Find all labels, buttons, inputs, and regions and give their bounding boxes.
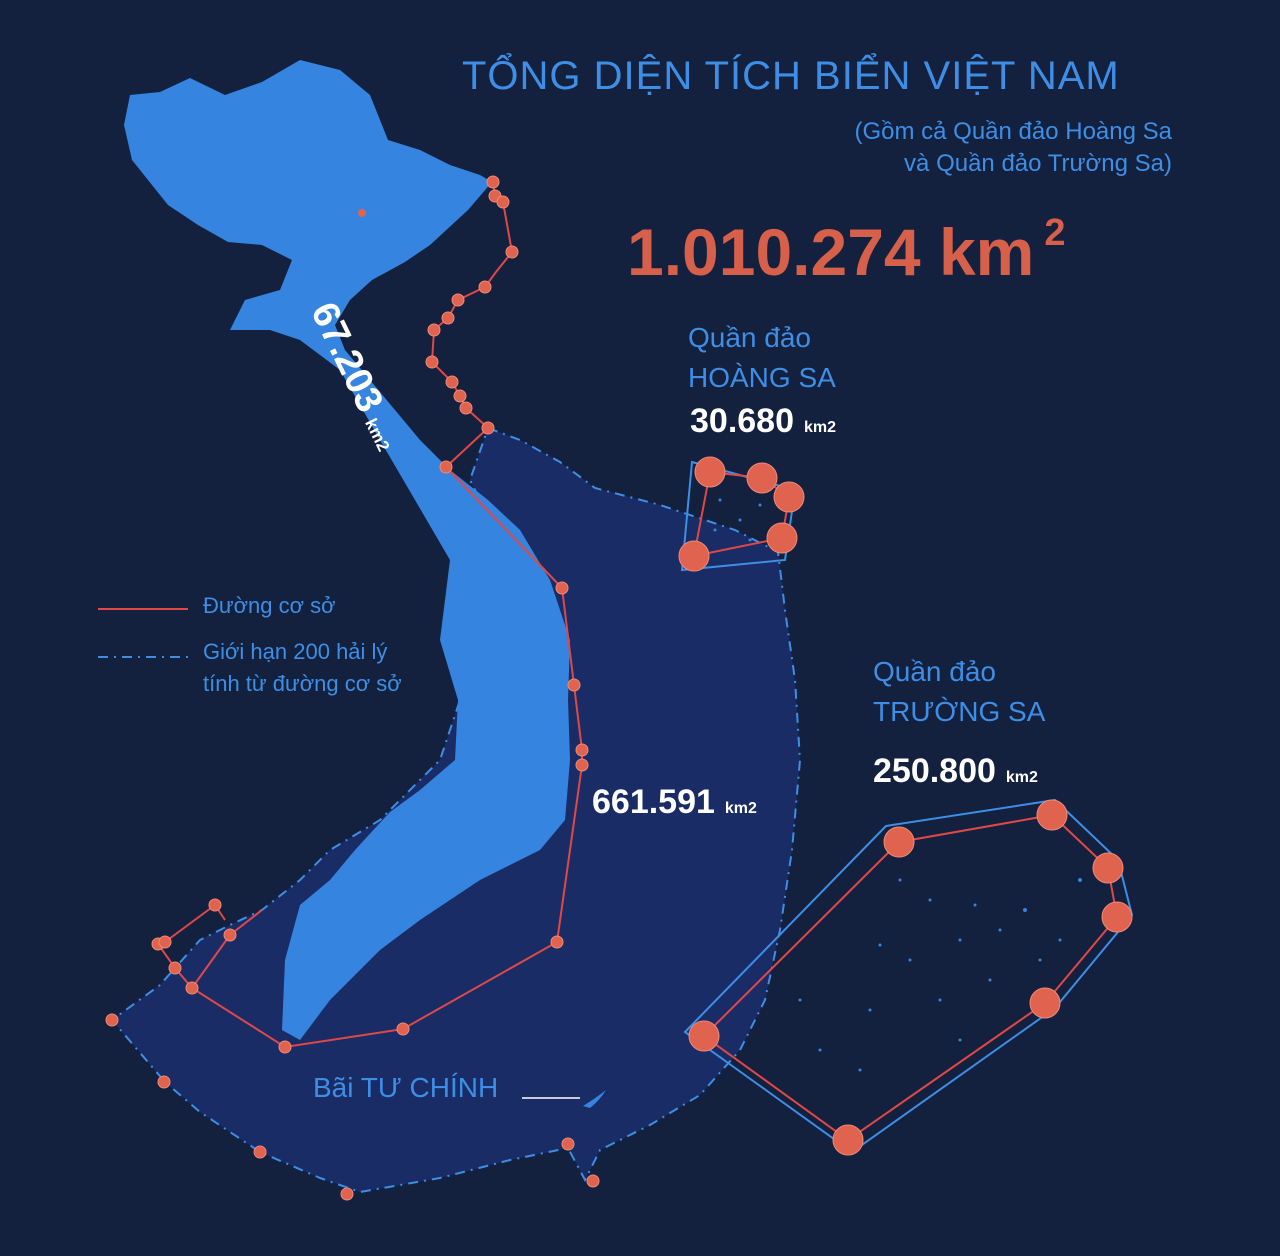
baseline-point	[223, 928, 237, 942]
baseline-point	[459, 401, 473, 415]
baseline-point	[496, 195, 510, 209]
subtitle-line1: (Gồm cả Quần đảo Hoàng Sa	[854, 118, 1172, 145]
baseline-point	[575, 743, 589, 757]
truong-sa-point	[1029, 987, 1061, 1019]
baseline-point	[567, 678, 581, 692]
vietnam-land	[124, 60, 570, 1040]
truong-sa-label-line1: Quần đảo	[873, 656, 996, 687]
hoang-sa-point	[746, 462, 778, 494]
baseline-point	[105, 1013, 119, 1027]
baseline-point	[340, 1187, 354, 1201]
hoang-sa-label-line1: Quần đảo	[688, 322, 811, 353]
baseline-point	[425, 355, 439, 369]
bank-label: Bãi TƯ CHÍNH	[313, 1072, 499, 1103]
baseline-point	[561, 1137, 575, 1151]
hoang-sa-point	[694, 456, 726, 488]
legend-limit-line1: Giới hạn 200 hải lý	[203, 639, 388, 664]
baseline-point	[486, 175, 500, 189]
legend-limit-line2: tính từ đường cơ sở	[203, 671, 402, 696]
sea-area-value: 661.591	[592, 783, 715, 821]
islets	[713, 498, 1082, 1072]
baseline-point	[208, 898, 222, 912]
baseline-point	[396, 1022, 410, 1036]
baseline-point	[253, 1145, 267, 1159]
baseline-point	[278, 1040, 292, 1054]
page-title: TỔNG DIỆN TÍCH BIỂN VIỆT NAM	[462, 54, 1120, 98]
sea-area: 661.591 km2	[592, 783, 757, 822]
baseline-point	[158, 935, 172, 949]
truong-sa-point	[832, 1124, 864, 1156]
baseline-point	[478, 280, 492, 294]
baseline-point	[185, 981, 199, 995]
truong-sa-label-line2: TRƯỜNG SA	[873, 696, 1046, 727]
truong-sa-point	[1092, 852, 1124, 884]
hoang-sa-point	[766, 522, 798, 554]
subtitle: (Gồm cả Quần đảo Hoàng Sa và Quần đảo Tr…	[854, 116, 1172, 180]
truong-sa-point	[883, 826, 915, 858]
legend-limit-label: Giới hạn 200 hải lý tính từ đường cơ sở	[203, 636, 402, 700]
baseline-points	[105, 175, 600, 1201]
truong-sa-area-unit: km2	[1005, 769, 1038, 786]
sea-area-unit: km2	[724, 800, 757, 817]
baseline-point	[555, 581, 569, 595]
hoang-sa-point	[773, 481, 805, 513]
truong-sa-point	[1036, 799, 1068, 831]
baseline-point	[157, 1075, 171, 1089]
baseline-point	[575, 758, 589, 772]
baseline-point	[586, 1174, 600, 1188]
hoang-sa-point	[678, 540, 710, 572]
hanoi-marker	[358, 209, 366, 217]
baseline-point	[550, 935, 564, 949]
truong-sa-area: 250.800 km2	[873, 752, 1038, 791]
baseline-point	[445, 375, 459, 389]
total-area: 1.010.274 km 2	[627, 212, 1065, 290]
legend-baseline-label: Đường cơ sở	[203, 593, 336, 618]
total-area-superscript: 2	[1044, 212, 1066, 254]
truong-sa-area-value: 250.800	[873, 752, 996, 790]
baseline-point	[505, 245, 519, 259]
island-points	[678, 456, 1133, 1156]
baseline-point	[439, 460, 453, 474]
hoang-sa-label: Quần đảo HOÀNG SA	[688, 318, 836, 398]
hoang-sa-area-unit: km2	[804, 419, 837, 436]
baseline-point	[481, 421, 495, 435]
truong-sa-point	[1101, 901, 1133, 933]
subtitle-line2: và Quần đảo Trường Sa)	[904, 150, 1172, 177]
baseline-point	[453, 389, 467, 403]
baseline-point	[168, 961, 182, 975]
truong-sa-point	[688, 1020, 720, 1052]
baseline-point	[451, 293, 465, 307]
baseline-point	[427, 323, 441, 337]
bank-shape	[583, 1090, 606, 1108]
hoang-sa-label-line2: HOÀNG SA	[688, 362, 836, 393]
total-area-value: 1.010.274 km	[627, 215, 1035, 289]
baseline-point	[441, 311, 455, 325]
truong-sa-label: Quần đảo TRƯỜNG SA	[873, 652, 1045, 732]
hoang-sa-area: 30.680 km2	[690, 402, 836, 441]
hoang-sa-area-value: 30.680	[690, 402, 794, 440]
